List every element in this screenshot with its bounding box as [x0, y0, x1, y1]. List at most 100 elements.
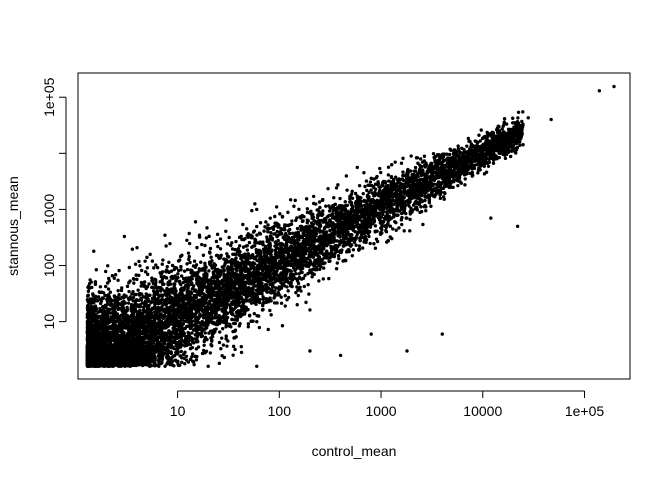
data-point	[268, 296, 272, 300]
data-point	[163, 233, 167, 237]
data-point	[257, 325, 262, 330]
data-point	[367, 234, 371, 239]
data-point	[258, 221, 263, 225]
data-point	[200, 295, 205, 300]
data-point	[127, 289, 131, 294]
data-point	[418, 210, 422, 215]
data-point	[103, 284, 108, 289]
data-point	[202, 339, 206, 344]
data-point	[373, 230, 377, 234]
data-point	[283, 304, 287, 308]
data-point	[405, 349, 409, 353]
data-point	[267, 240, 271, 244]
data-point	[231, 252, 235, 256]
data-point	[335, 261, 340, 265]
data-point	[274, 205, 279, 209]
data-point	[174, 350, 178, 355]
data-point	[134, 273, 138, 277]
data-point	[289, 244, 293, 248]
data-point	[526, 116, 530, 120]
data-point	[247, 240, 252, 245]
data-point	[612, 84, 616, 89]
data-point	[103, 293, 107, 298]
data-point	[224, 334, 228, 338]
data-point	[229, 243, 233, 248]
data-point	[275, 301, 279, 305]
data-point	[185, 262, 189, 266]
data-point	[201, 253, 206, 257]
data-point	[304, 197, 309, 201]
data-point	[421, 222, 425, 227]
data-point	[154, 278, 158, 282]
data-point	[216, 244, 220, 249]
data-point	[186, 330, 190, 335]
data-point	[245, 248, 250, 252]
data-point	[165, 362, 169, 366]
data-point	[243, 252, 247, 256]
data-point	[246, 325, 251, 329]
data-point	[255, 299, 259, 304]
data-point	[253, 202, 257, 206]
data-point	[255, 207, 259, 212]
data-point	[393, 160, 397, 164]
data-point	[112, 276, 117, 280]
data-point	[304, 300, 308, 305]
data-point	[225, 344, 229, 348]
data-point	[145, 255, 149, 260]
data-point	[279, 295, 283, 299]
data-point	[179, 264, 183, 269]
data-point	[117, 292, 121, 297]
data-point	[369, 332, 373, 336]
data-point	[271, 255, 275, 260]
data-point	[408, 229, 412, 233]
data-point	[302, 215, 306, 219]
data-point	[515, 224, 520, 229]
data-point	[438, 196, 443, 201]
data-point	[209, 255, 213, 259]
data-point	[397, 226, 401, 230]
data-point	[283, 294, 287, 298]
data-point	[249, 301, 254, 305]
data-point	[273, 214, 277, 219]
data-point	[357, 244, 362, 248]
data-point	[269, 313, 273, 317]
data-point	[183, 297, 188, 301]
data-point	[311, 194, 316, 199]
data-point	[168, 241, 172, 246]
data-point	[288, 198, 293, 202]
data-point	[116, 278, 120, 282]
data-point	[362, 171, 366, 175]
data-point	[302, 284, 307, 289]
data-point	[227, 235, 231, 240]
data-point	[210, 329, 215, 333]
data-point	[412, 169, 416, 173]
data-point	[351, 248, 356, 252]
data-point	[345, 203, 350, 208]
data-point	[456, 144, 460, 148]
data-point	[350, 196, 355, 200]
data-point	[210, 344, 214, 348]
data-point	[279, 301, 284, 305]
data-point	[402, 229, 406, 233]
data-point	[203, 331, 207, 335]
data-point	[486, 164, 491, 169]
data-point	[293, 198, 297, 203]
data-point	[246, 322, 251, 326]
data-point	[130, 247, 135, 251]
data-point	[268, 308, 272, 313]
data-point	[224, 229, 228, 234]
data-point	[368, 241, 372, 246]
data-point	[423, 198, 427, 203]
data-point	[137, 298, 141, 302]
data-point	[275, 229, 280, 234]
data-point	[188, 357, 193, 362]
data-point	[163, 364, 167, 368]
data-point	[266, 223, 270, 227]
data-point	[244, 227, 249, 231]
data-point	[161, 282, 165, 287]
data-point	[262, 229, 266, 233]
data-point	[179, 274, 184, 278]
data-point	[157, 360, 161, 364]
data-point	[306, 271, 310, 276]
data-point	[328, 228, 332, 233]
